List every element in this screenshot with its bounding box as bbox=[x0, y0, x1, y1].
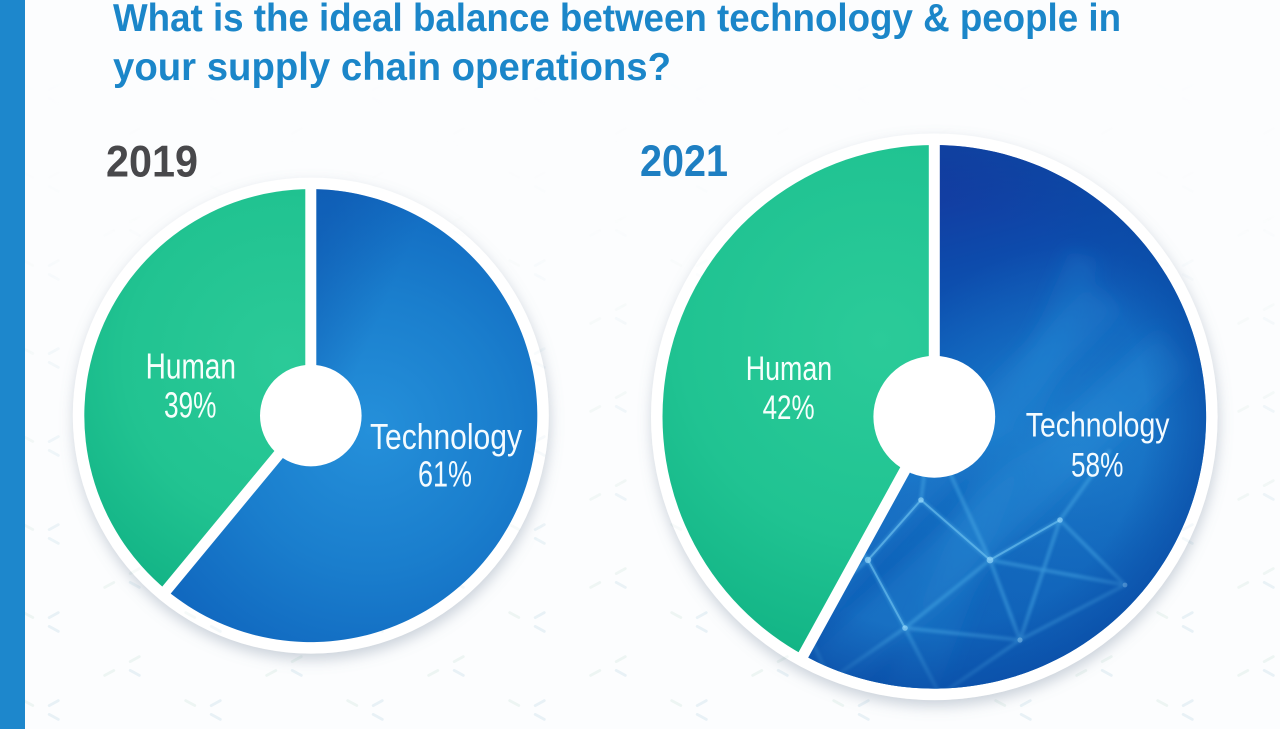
svg-text:your supply chain operations?: your supply chain operations? bbox=[113, 46, 671, 89]
svg-text:61%: 61% bbox=[418, 454, 472, 495]
svg-text:2019: 2019 bbox=[106, 138, 198, 187]
svg-text:39%: 39% bbox=[164, 385, 217, 426]
svg-text:What is the ideal balance betw: What is the ideal balance between techno… bbox=[113, 0, 1121, 40]
svg-text:Human: Human bbox=[146, 346, 236, 387]
svg-text:Human: Human bbox=[746, 350, 832, 388]
svg-text:42%: 42% bbox=[763, 389, 815, 427]
svg-text:Technology: Technology bbox=[370, 416, 522, 457]
svg-text:Technology: Technology bbox=[1026, 407, 1170, 445]
svg-text:58%: 58% bbox=[1071, 447, 1123, 485]
svg-text:2021: 2021 bbox=[640, 137, 728, 186]
